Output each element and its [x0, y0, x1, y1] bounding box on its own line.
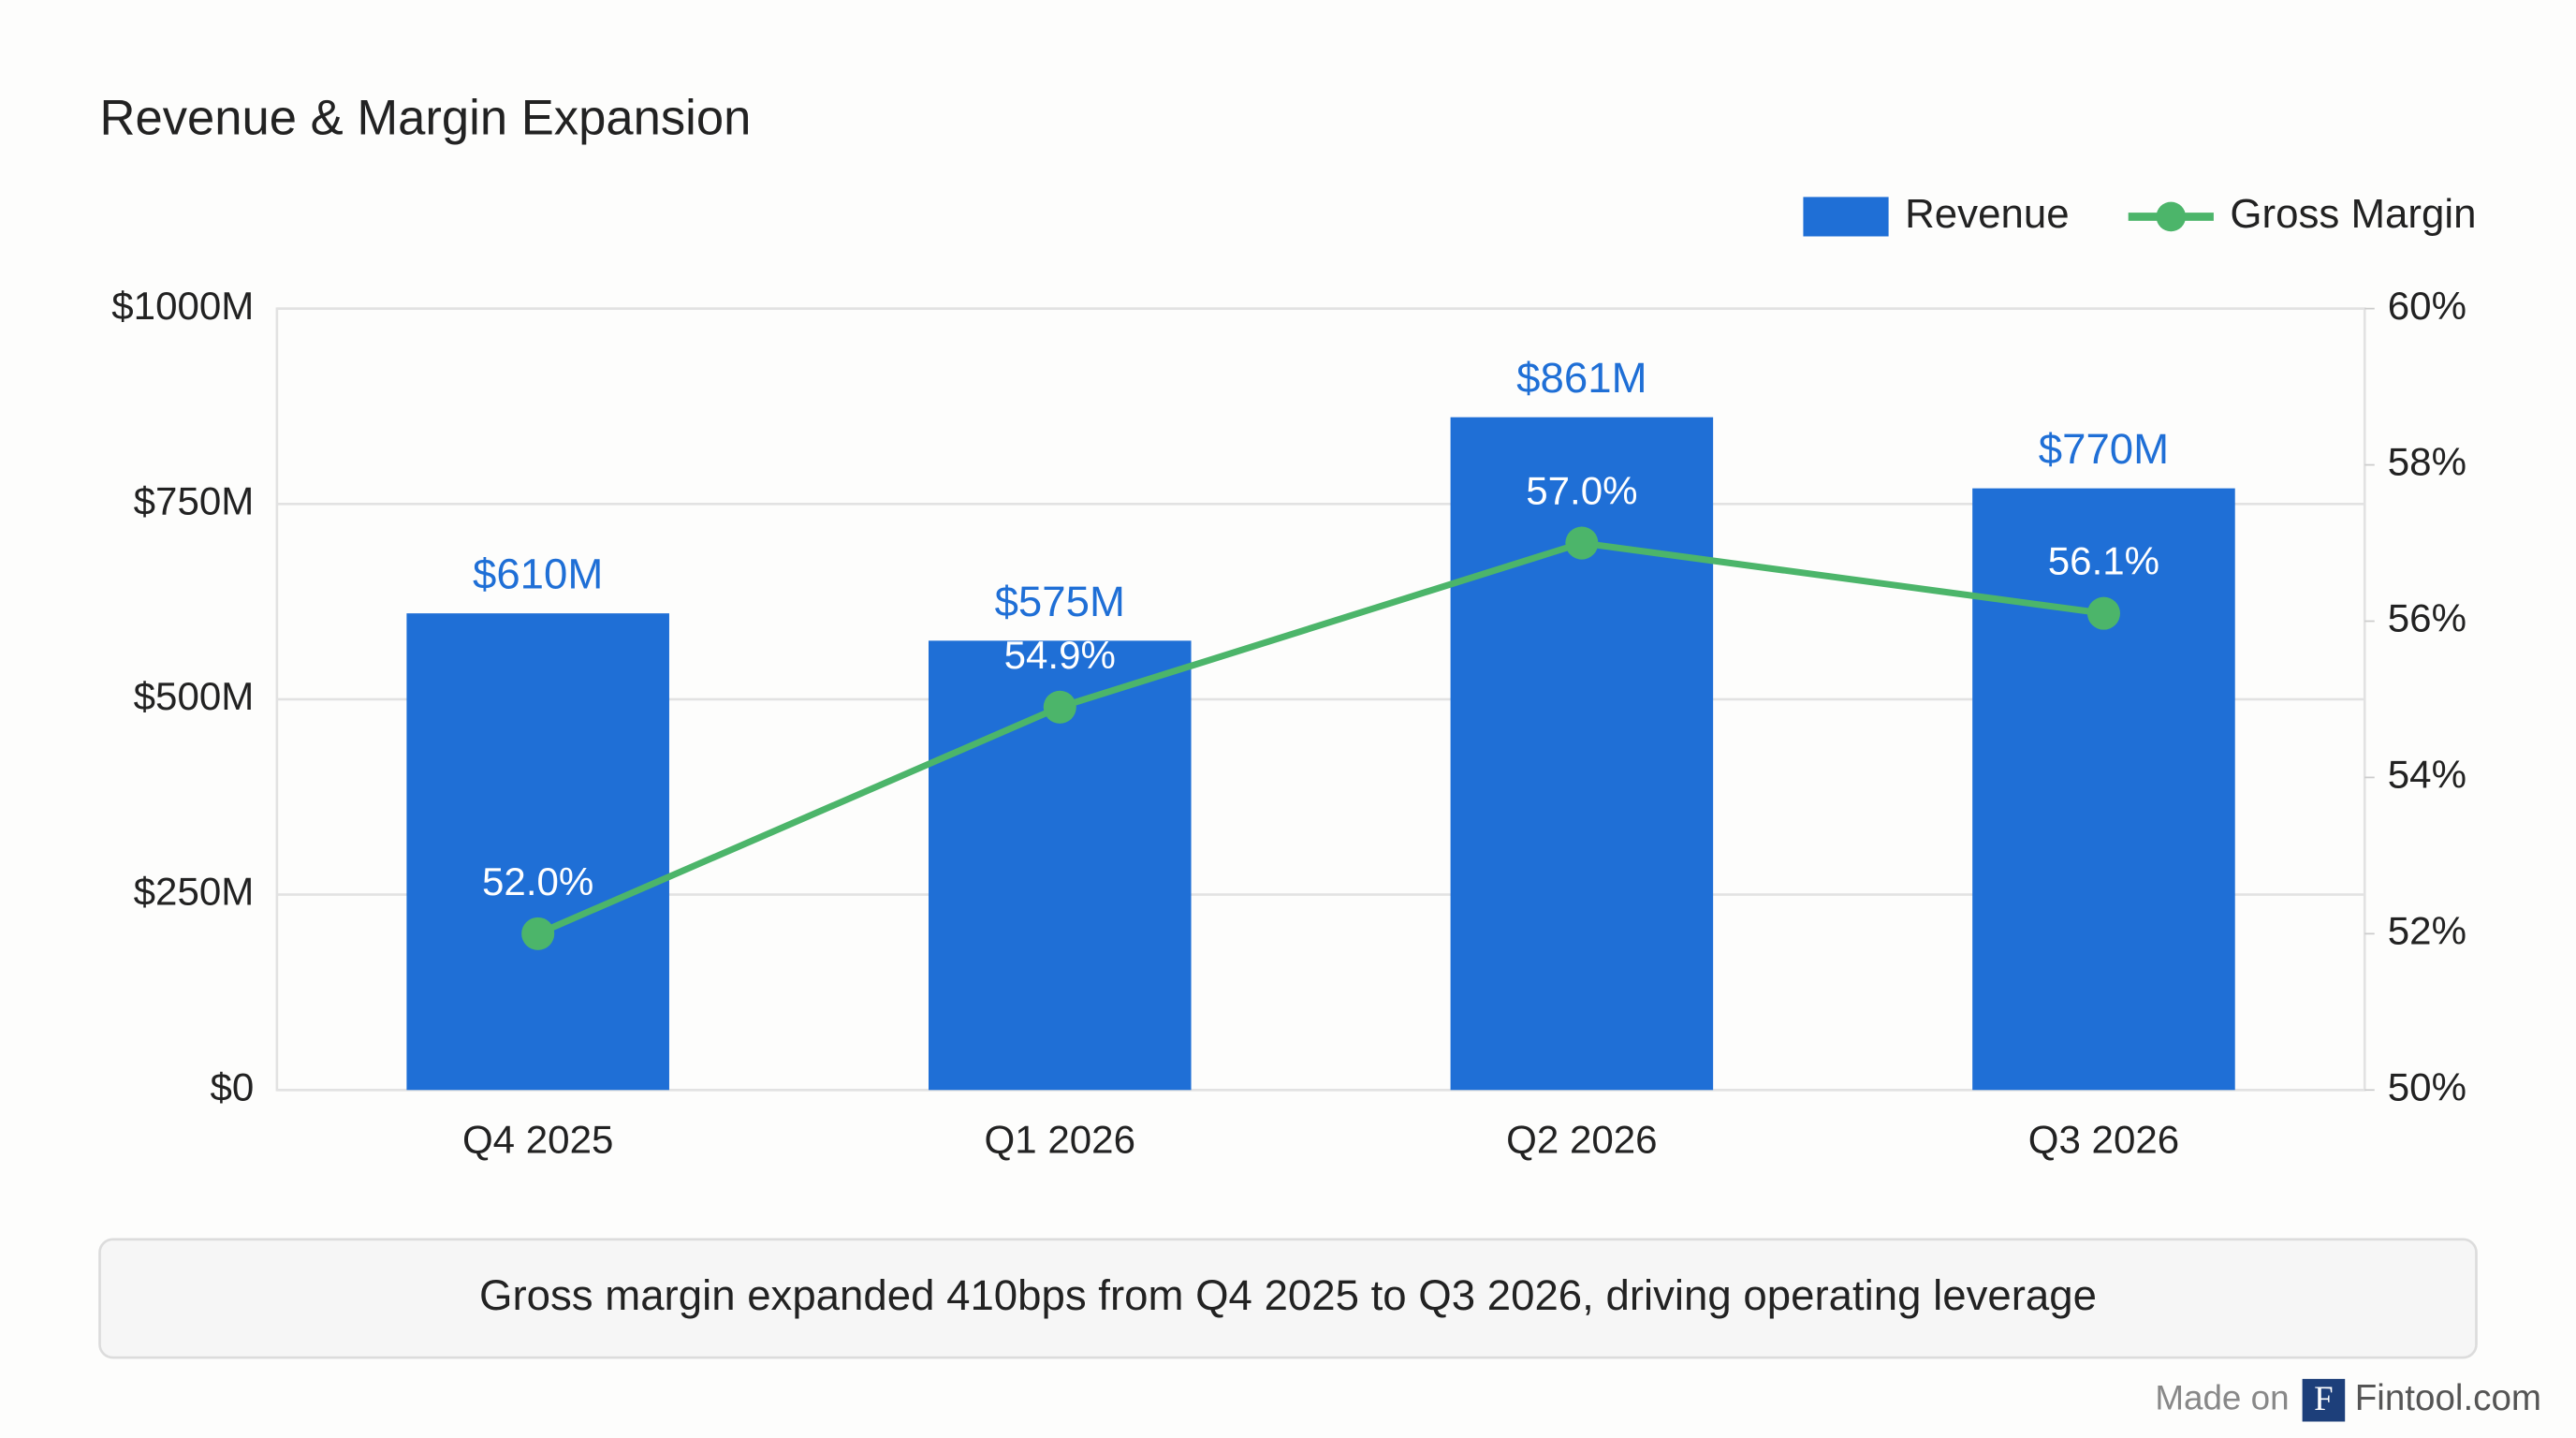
y-tick-label: $1000M — [111, 284, 254, 328]
bar — [1972, 488, 2235, 1091]
x-tick-label: Q4 2025 — [462, 1117, 613, 1161]
y-tick-label: $500M — [134, 674, 255, 718]
line-point — [1043, 690, 1076, 724]
bar — [406, 613, 669, 1091]
y2-tick-label: 60% — [2388, 284, 2466, 328]
y-tick-label: $750M — [134, 478, 255, 522]
footer-logo: F — [2314, 1379, 2333, 1417]
line-point — [1565, 526, 1599, 560]
line-value-label: 54.9% — [1004, 633, 1116, 677]
annotation: Gross margin expanded 410bps from Q4 202… — [479, 1271, 2097, 1319]
bar-value-label: $770M — [2039, 425, 2169, 473]
legend-label: Revenue — [1905, 191, 2069, 237]
bar-value-label: $610M — [473, 550, 603, 598]
x-tick-label: Q2 2026 — [1506, 1117, 1657, 1161]
x-tick-label: Q1 2026 — [985, 1117, 1135, 1161]
line-point — [521, 917, 555, 950]
y-tick-label: $0 — [211, 1064, 255, 1108]
y2-tick-label: 54% — [2388, 753, 2466, 797]
bar — [1450, 417, 1714, 1091]
line-value-label: 56.1% — [2048, 539, 2159, 583]
line-value-label: 52.0% — [482, 859, 593, 903]
bar-value-label: $861M — [1516, 354, 1647, 402]
footer-prefix: Made on — [2155, 1378, 2289, 1416]
footer-logo-box — [2302, 1378, 2346, 1422]
bar-value-label: $575M — [995, 578, 1125, 625]
line-point — [2086, 596, 2120, 630]
line — [536, 539, 2104, 937]
y2-tick-label: 56% — [2388, 596, 2466, 640]
y2-tick-label: 58% — [2388, 440, 2466, 484]
chart-title: Revenue & Margin Expansion — [100, 91, 752, 146]
y2-tick-label: 50% — [2388, 1064, 2466, 1108]
footer-brand: Fintool.com — [2355, 1378, 2541, 1418]
line-value-label: 57.0% — [1526, 469, 1637, 513]
legend-swatch — [1803, 197, 1889, 237]
legend-label: Gross Margin — [2230, 191, 2476, 237]
y2-tick-label: 52% — [2388, 908, 2466, 952]
annotation-box — [98, 1238, 2478, 1359]
y-tick-label: $250M — [134, 870, 255, 914]
x-tick-label: Q3 2026 — [2028, 1117, 2179, 1161]
legend-swatch-dot — [2156, 201, 2187, 232]
